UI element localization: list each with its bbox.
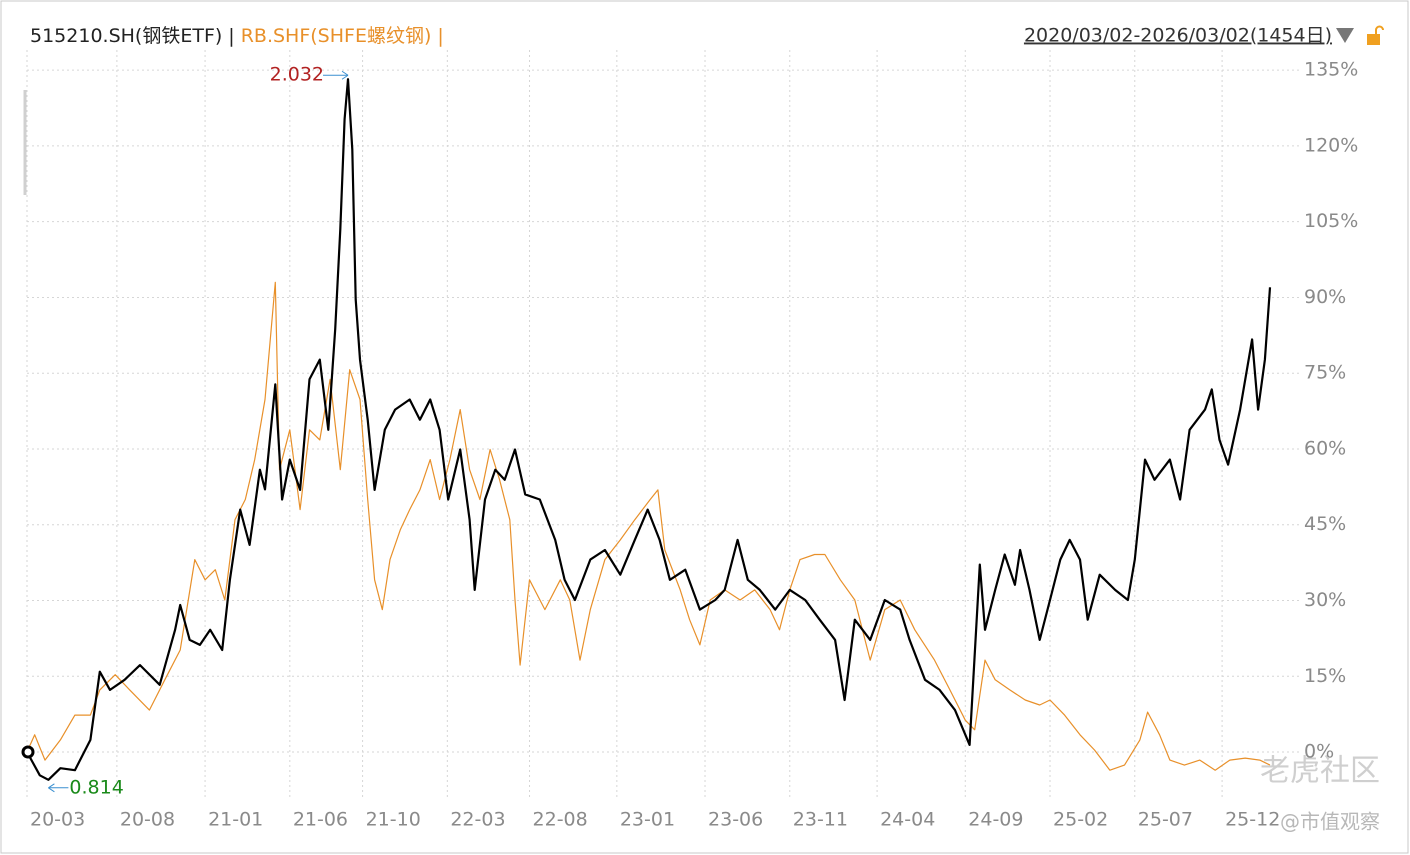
x-tick-label: 23-11	[793, 809, 848, 831]
x-tick-label: 24-09	[968, 809, 1023, 831]
watermark: 老虎社区	[1260, 754, 1380, 789]
credit: @市值观察	[1280, 810, 1380, 834]
x-tick-label: 21-10	[366, 809, 421, 831]
y-tick-label: 0%	[1304, 741, 1334, 763]
annotation: 2.032	[270, 64, 324, 86]
y-tick-label: 60%	[1304, 437, 1346, 459]
x-tick-label: 20-08	[120, 809, 175, 831]
lines	[26, 78, 1272, 781]
lock-icon[interactable]	[1367, 25, 1384, 45]
y-tick-label: 15%	[1304, 665, 1346, 687]
y-tick-label: 75%	[1304, 362, 1346, 384]
x-tick-label: 21-06	[293, 809, 348, 831]
x-tick-label: 25-02	[1053, 809, 1108, 831]
legend-entry: RB.SHF(SHFE螺纹钢)	[241, 25, 432, 47]
y-tick-label: 120%	[1304, 134, 1358, 156]
y-tick-label: 45%	[1304, 513, 1346, 535]
y-tick-label: 90%	[1304, 286, 1346, 308]
x-tick-label: 21-01	[208, 809, 263, 831]
x-tick-label: 22-03	[450, 809, 505, 831]
series-line	[26, 281, 1271, 771]
x-tick-label: 23-01	[620, 809, 675, 831]
x-tick-label: 25-07	[1138, 809, 1193, 831]
y-tick-label: 30%	[1304, 589, 1346, 611]
x-tick-label: 23-06	[708, 809, 763, 831]
dropdown-arrow[interactable]	[1336, 28, 1354, 43]
separator: |	[228, 25, 234, 47]
legend-entry: 515210.SH(钢铁ETF)	[30, 25, 222, 47]
y-tick-label: 135%	[1304, 59, 1358, 81]
y-tick-label: 105%	[1304, 210, 1358, 232]
header: 515210.SH(钢铁ETF) | RB.SHF(SHFE螺纹钢) |	[30, 25, 444, 47]
x-tick-label: 22-08	[533, 809, 588, 831]
date-range[interactable]: 2020/03/02-2026/03/02(1454日)	[1024, 25, 1332, 47]
x-tick-label: 25-12	[1225, 809, 1280, 831]
separator: |	[437, 25, 443, 47]
annotation-arrowhead	[341, 70, 349, 80]
start-marker	[21, 745, 35, 759]
grid	[26, 50, 1300, 800]
series-line	[26, 78, 1272, 781]
x-tick-label: 24-04	[880, 809, 935, 831]
x-tick-label: 20-03	[30, 809, 85, 831]
annotation: 0.814	[69, 776, 123, 798]
annotation-arrowhead	[48, 783, 55, 793]
